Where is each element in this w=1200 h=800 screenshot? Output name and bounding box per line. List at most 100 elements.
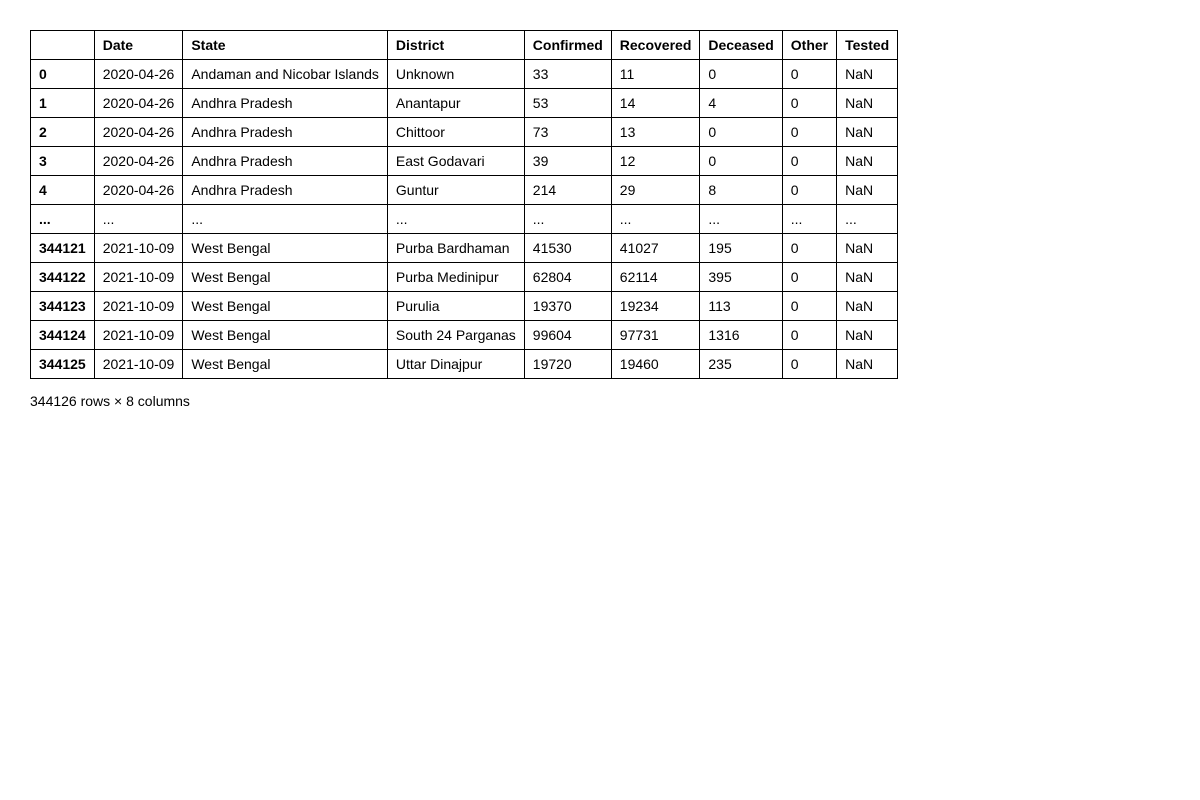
cell-index: 344121: [31, 234, 95, 263]
cell-other: 0: [782, 321, 836, 350]
cell-state: Andhra Pradesh: [183, 89, 388, 118]
cell-other: 0: [782, 176, 836, 205]
cell-confirmed: 41530: [524, 234, 611, 263]
cell-index: ...: [31, 205, 95, 234]
cell-state: Andhra Pradesh: [183, 176, 388, 205]
cell-tested: ...: [837, 205, 898, 234]
cell-recovered: 62114: [611, 263, 700, 292]
table-body: 0 2020-04-26 Andaman and Nicobar Islands…: [31, 60, 898, 379]
cell-other: 0: [782, 118, 836, 147]
col-other: Other: [782, 31, 836, 60]
cell-deceased: 1316: [700, 321, 782, 350]
cell-district: Guntur: [387, 176, 524, 205]
cell-tested: NaN: [837, 147, 898, 176]
cell-index: 2: [31, 118, 95, 147]
col-index: [31, 31, 95, 60]
cell-recovered: 97731: [611, 321, 700, 350]
cell-date: ...: [94, 205, 183, 234]
cell-date: 2020-04-26: [94, 147, 183, 176]
col-tested: Tested: [837, 31, 898, 60]
cell-deceased: 4: [700, 89, 782, 118]
cell-other: ...: [782, 205, 836, 234]
cell-tested: NaN: [837, 176, 898, 205]
table-row: 344121 2021-10-09 West Bengal Purba Bard…: [31, 234, 898, 263]
table-row: 344123 2021-10-09 West Bengal Purulia 19…: [31, 292, 898, 321]
table-row-ellipsis: ... ... ... ... ... ... ... ... ...: [31, 205, 898, 234]
cell-deceased: ...: [700, 205, 782, 234]
cell-tested: NaN: [837, 263, 898, 292]
cell-date: 2020-04-26: [94, 118, 183, 147]
cell-district: South 24 Parganas: [387, 321, 524, 350]
col-confirmed: Confirmed: [524, 31, 611, 60]
dataframe-table: Date State District Confirmed Recovered …: [30, 30, 898, 379]
cell-state: ...: [183, 205, 388, 234]
cell-district: ...: [387, 205, 524, 234]
cell-recovered: 41027: [611, 234, 700, 263]
col-state: State: [183, 31, 388, 60]
cell-confirmed: 53: [524, 89, 611, 118]
cell-state: West Bengal: [183, 350, 388, 379]
col-date: Date: [94, 31, 183, 60]
cell-confirmed: 19720: [524, 350, 611, 379]
cell-recovered: 19234: [611, 292, 700, 321]
table-row: 344124 2021-10-09 West Bengal South 24 P…: [31, 321, 898, 350]
cell-deceased: 0: [700, 118, 782, 147]
cell-confirmed: 39: [524, 147, 611, 176]
cell-tested: NaN: [837, 234, 898, 263]
cell-other: 0: [782, 292, 836, 321]
cell-deceased: 235: [700, 350, 782, 379]
cell-deceased: 195: [700, 234, 782, 263]
cell-deceased: 395: [700, 263, 782, 292]
cell-state: West Bengal: [183, 321, 388, 350]
table-row: 344122 2021-10-09 West Bengal Purba Medi…: [31, 263, 898, 292]
cell-index: 4: [31, 176, 95, 205]
cell-deceased: 0: [700, 60, 782, 89]
cell-date: 2021-10-09: [94, 263, 183, 292]
cell-district: Purulia: [387, 292, 524, 321]
cell-recovered: 12: [611, 147, 700, 176]
cell-confirmed: 214: [524, 176, 611, 205]
cell-confirmed: 19370: [524, 292, 611, 321]
table-row: 344125 2021-10-09 West Bengal Uttar Dina…: [31, 350, 898, 379]
col-deceased: Deceased: [700, 31, 782, 60]
cell-district: Purba Medinipur: [387, 263, 524, 292]
cell-date: 2021-10-09: [94, 234, 183, 263]
cell-tested: NaN: [837, 118, 898, 147]
table-header-row: Date State District Confirmed Recovered …: [31, 31, 898, 60]
table-row: 0 2020-04-26 Andaman and Nicobar Islands…: [31, 60, 898, 89]
cell-other: 0: [782, 234, 836, 263]
cell-state: Andhra Pradesh: [183, 147, 388, 176]
cell-district: Uttar Dinajpur: [387, 350, 524, 379]
cell-district: East Godavari: [387, 147, 524, 176]
cell-index: 344122: [31, 263, 95, 292]
cell-district: Unknown: [387, 60, 524, 89]
cell-other: 0: [782, 147, 836, 176]
table-row: 1 2020-04-26 Andhra Pradesh Anantapur 53…: [31, 89, 898, 118]
cell-date: 2021-10-09: [94, 350, 183, 379]
cell-date: 2020-04-26: [94, 89, 183, 118]
cell-other: 0: [782, 350, 836, 379]
cell-index: 3: [31, 147, 95, 176]
cell-confirmed: 99604: [524, 321, 611, 350]
cell-state: West Bengal: [183, 234, 388, 263]
cell-index: 344123: [31, 292, 95, 321]
cell-recovered: 19460: [611, 350, 700, 379]
cell-date: 2020-04-26: [94, 176, 183, 205]
cell-index: 0: [31, 60, 95, 89]
cell-district: Purba Bardhaman: [387, 234, 524, 263]
cell-district: Chittoor: [387, 118, 524, 147]
cell-deceased: 113: [700, 292, 782, 321]
cell-index: 1: [31, 89, 95, 118]
cell-recovered: 29: [611, 176, 700, 205]
cell-other: 0: [782, 60, 836, 89]
cell-tested: NaN: [837, 60, 898, 89]
cell-state: West Bengal: [183, 263, 388, 292]
col-district: District: [387, 31, 524, 60]
table-row: 3 2020-04-26 Andhra Pradesh East Godavar…: [31, 147, 898, 176]
cell-recovered: ...: [611, 205, 700, 234]
cell-deceased: 8: [700, 176, 782, 205]
cell-date: 2020-04-26: [94, 60, 183, 89]
cell-recovered: 13: [611, 118, 700, 147]
cell-state: West Bengal: [183, 292, 388, 321]
cell-recovered: 11: [611, 60, 700, 89]
